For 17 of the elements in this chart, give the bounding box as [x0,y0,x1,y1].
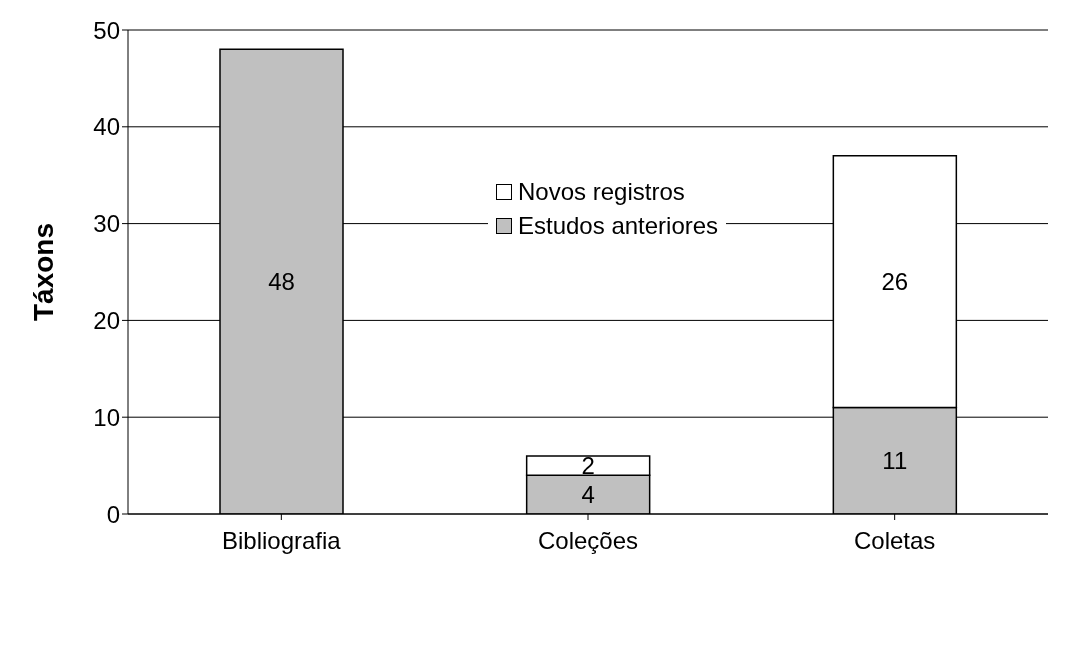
x-tick-label: Bibliografia [221,527,342,555]
data-label: 4 [581,481,595,509]
y-tick-label: 40 [93,113,120,141]
y-axis-title: Táxons [27,222,59,322]
y-tick-label: 30 [93,210,120,238]
legend-label: Estudos anteriores [518,212,719,240]
y-tick-label: 0 [106,500,120,528]
data-label: 11 [882,447,908,475]
data-label: 48 [268,268,295,296]
x-tick-label: Coleções [537,527,639,555]
y-tick-label: 50 [93,16,120,44]
x-tick-label: Coletas [853,527,936,555]
data-label: 2 [581,452,595,480]
data-label: 26 [881,268,909,296]
y-tick-label: 20 [93,306,120,334]
legend-label: Novos registros [518,178,685,206]
y-tick-label: 10 [93,403,120,431]
